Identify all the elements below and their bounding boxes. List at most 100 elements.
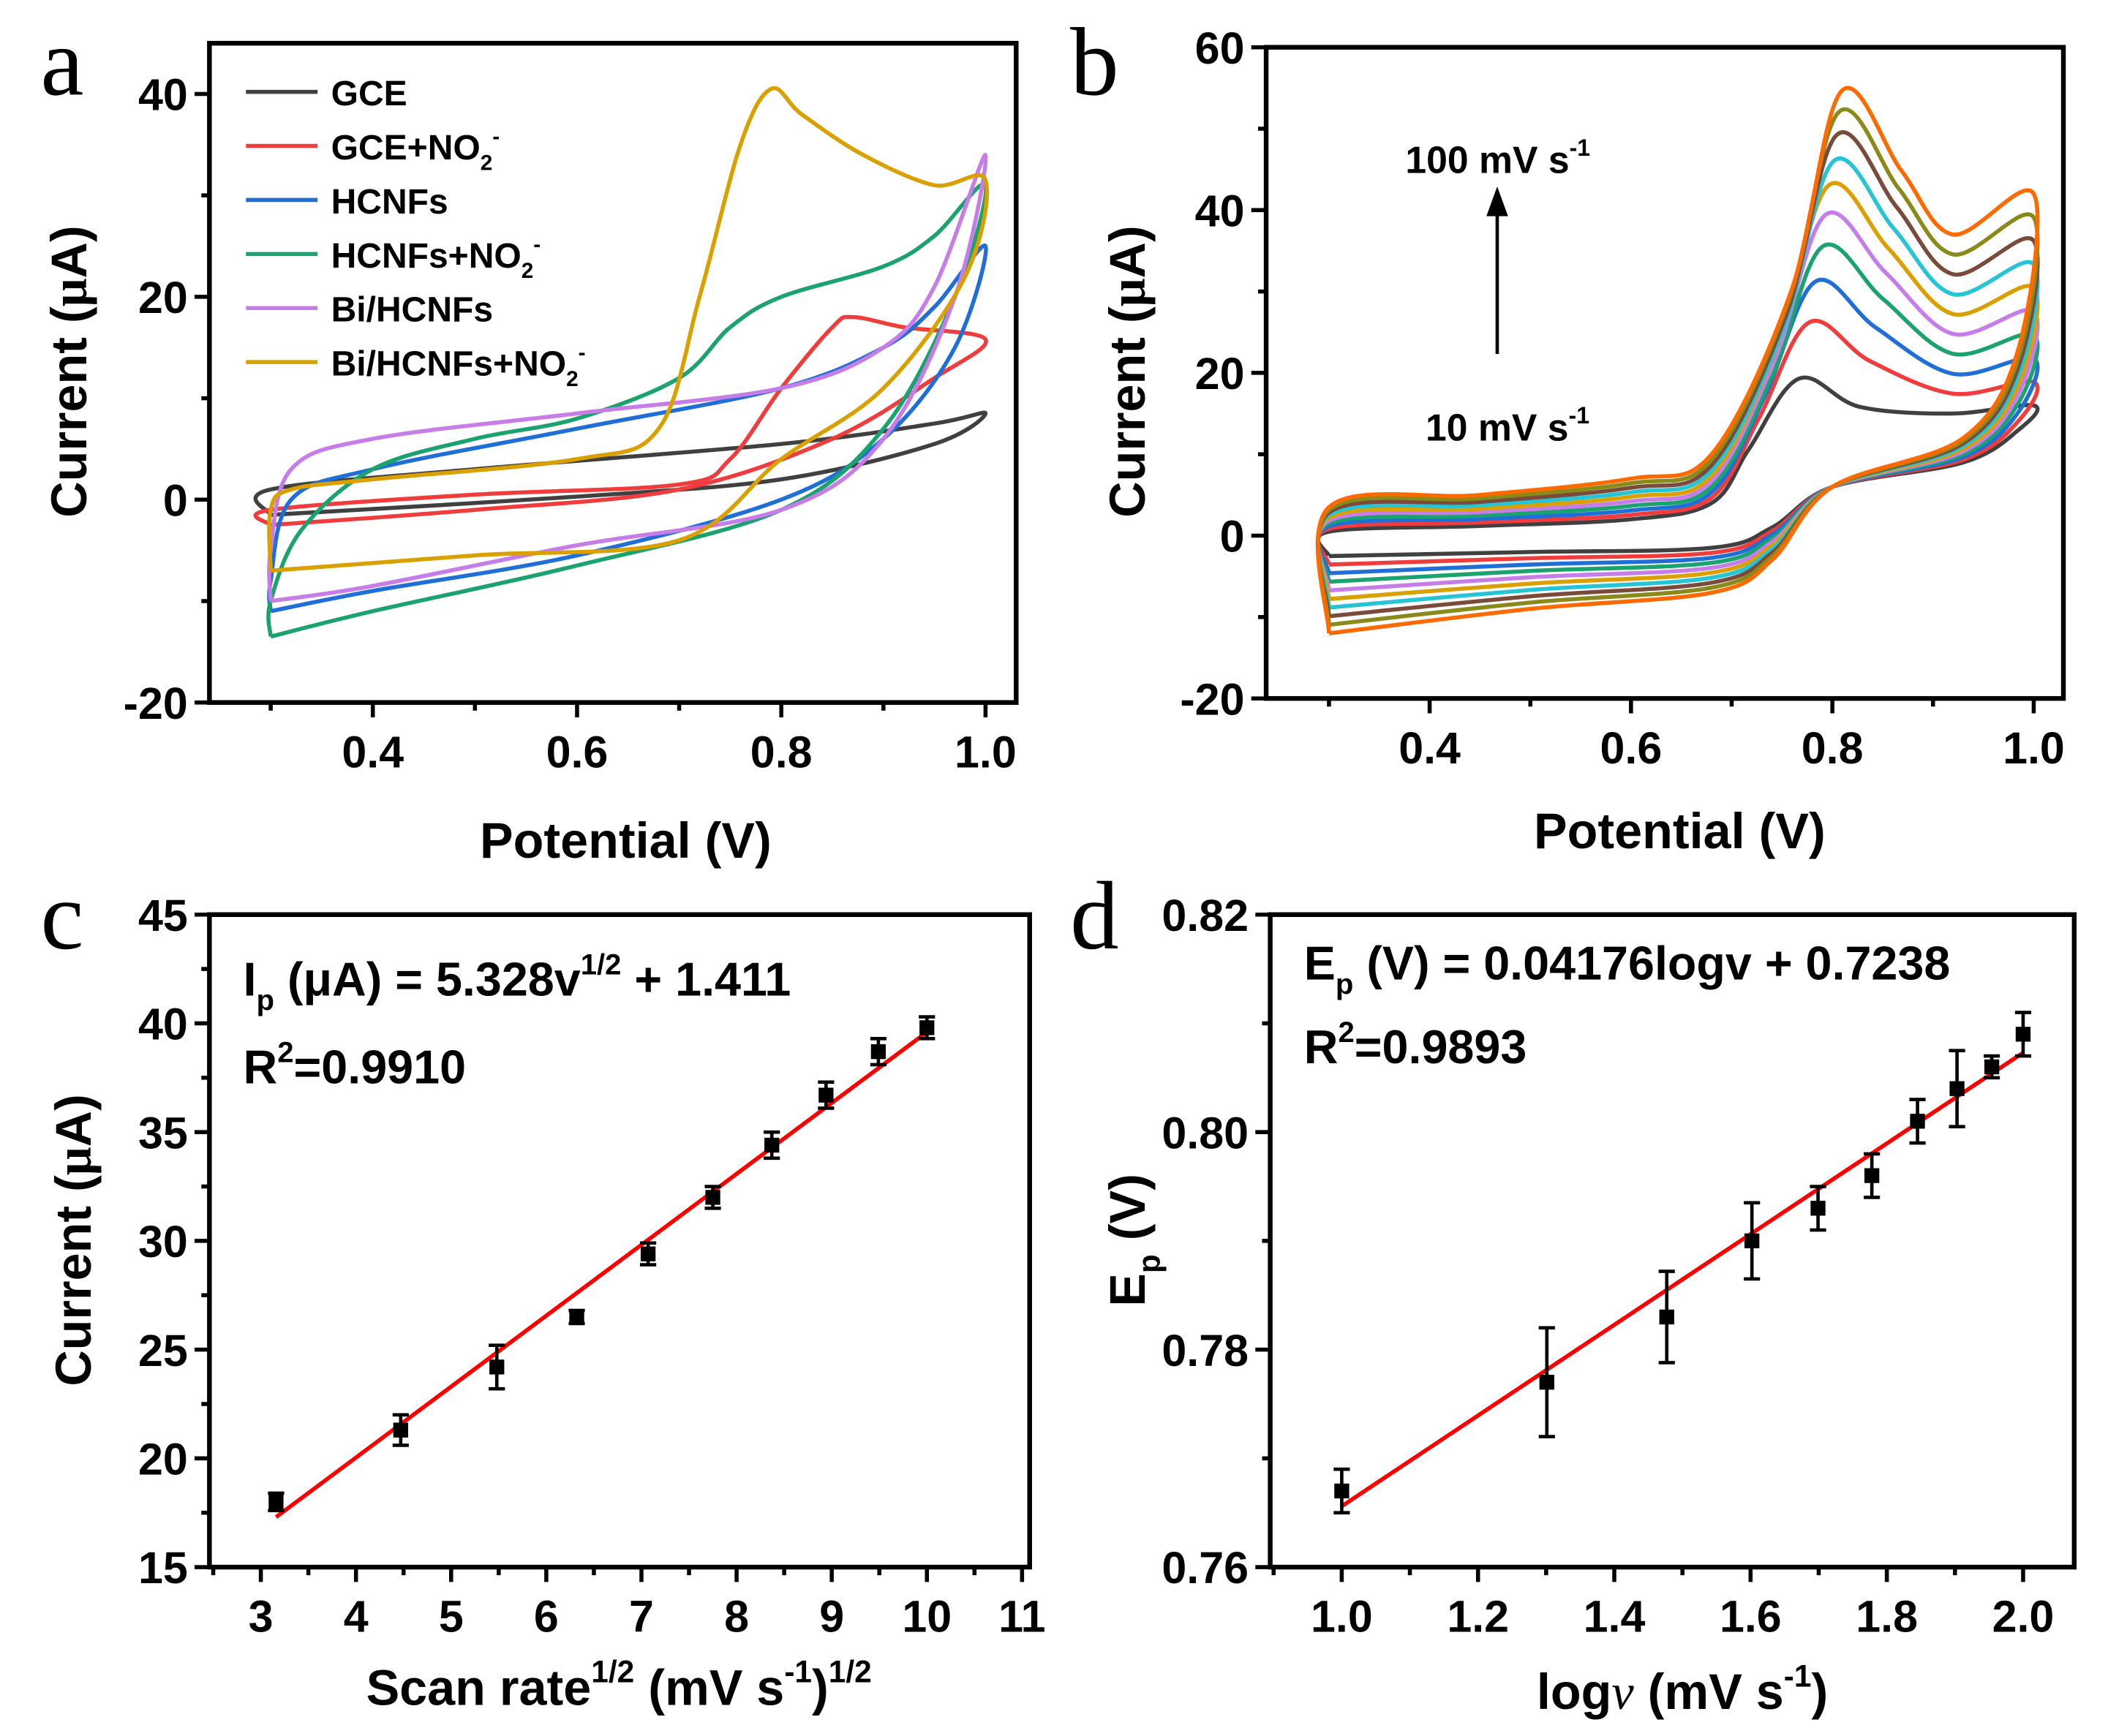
cv-curve-100 xyxy=(1315,86,2040,635)
data-marker xyxy=(1539,1375,1554,1390)
text-part: 10 mV s xyxy=(1426,406,1569,448)
cv-curve-70 xyxy=(1315,156,2040,610)
y-tick-label: 20 xyxy=(138,273,188,322)
data-point xyxy=(919,1015,936,1041)
data-marker xyxy=(705,1190,720,1205)
panel-label-d: d xyxy=(1070,861,1119,970)
y-tick-label: 0.80 xyxy=(1162,1108,1249,1158)
text-part: Potential (V) xyxy=(1534,804,1826,859)
y-tick-label: -20 xyxy=(124,679,188,728)
cv-curve xyxy=(253,314,988,527)
y-tick-label: 40 xyxy=(138,1000,188,1049)
y-axis-title: Current (μA) xyxy=(42,225,97,517)
legend-label: Bi/HCNFs+NO2- xyxy=(331,341,586,391)
cv-curve-40 xyxy=(1315,242,2040,584)
cv-curve-80 xyxy=(1315,130,2040,619)
text-part: - xyxy=(533,233,541,257)
text-part: A) xyxy=(1100,225,1156,278)
text-part: Bi/HCNFs+NO xyxy=(331,345,566,384)
y-axis-title: Current (μA) xyxy=(1100,225,1156,517)
plot-frame xyxy=(1263,45,2066,701)
x-tick-label: 0.4 xyxy=(342,727,404,777)
x-tick-label: 2.0 xyxy=(1992,1592,2055,1642)
data-marker xyxy=(1864,1168,1880,1183)
text-part: -1 xyxy=(1569,402,1590,429)
y-axis-title: Current (μA) xyxy=(46,1094,102,1386)
data-point xyxy=(1984,1054,2000,1080)
y-tick-label: 0 xyxy=(163,475,188,525)
text-part: - xyxy=(579,341,586,365)
text-part: GCE xyxy=(331,75,407,113)
y-tick-label: 45 xyxy=(138,891,188,940)
x-tick-label: 1.2 xyxy=(1447,1592,1509,1642)
data-point xyxy=(1810,1185,1826,1232)
data-point xyxy=(1538,1326,1555,1438)
x-tick-label: 1.6 xyxy=(1720,1592,1782,1642)
fit-equation: Ep (V) = 0.04176logv + 0.7238 xyxy=(1304,936,1951,1000)
text-part: Current ( xyxy=(46,1175,102,1386)
data-point xyxy=(1909,1098,1926,1145)
x-tick-label: 6 xyxy=(534,1592,559,1642)
text-part: 1/2 xyxy=(591,1655,634,1689)
plot-area xyxy=(1333,1011,2032,1514)
legend-label: HCNFs+NO2- xyxy=(331,233,541,283)
annotation-10mvs: 10 mV s-1 xyxy=(1426,402,1589,448)
text-part: I xyxy=(244,953,257,1006)
text-part: E xyxy=(1304,936,1336,989)
text-part: μ xyxy=(46,1147,102,1175)
y-tick-label: 15 xyxy=(138,1543,188,1593)
data-marker xyxy=(268,1494,284,1509)
x-tick-label: 0.4 xyxy=(1399,723,1461,773)
text-part: (V) = 0.04176logv + 0.7238 xyxy=(1353,936,1950,989)
y-tick-label: 0.82 xyxy=(1162,891,1249,940)
text-part: 2 xyxy=(277,1037,293,1069)
cv-curve xyxy=(267,86,990,573)
legend-label: GCE xyxy=(331,75,407,113)
y-tick-label: 0 xyxy=(1220,512,1245,562)
y-tick-label: 0.76 xyxy=(1162,1543,1249,1593)
x-tick-label: 11 xyxy=(998,1592,1045,1642)
panel-d: 1.0 1.2 1.4 1.6 1.8 2.0 0.76 0.78 0.80 0.82 logν (… xyxy=(1100,891,2077,1720)
data-marker xyxy=(764,1137,780,1153)
x-tick-label: 1.0 xyxy=(2003,723,2065,773)
plot-frame xyxy=(207,912,1032,1570)
data-point xyxy=(704,1185,721,1210)
text-part: Potential (V) xyxy=(480,813,772,869)
text-part: (V) xyxy=(1100,1174,1156,1254)
text-part: A) xyxy=(42,225,97,278)
data-marker xyxy=(1659,1309,1674,1325)
cv-curve-10 xyxy=(1315,375,2040,559)
y-tick-label: 60 xyxy=(1195,23,1245,73)
text-part: =0.9910 xyxy=(294,1041,467,1094)
cv-curve-60 xyxy=(1315,181,2040,601)
data-marker xyxy=(393,1422,408,1438)
text-part: p xyxy=(1132,1254,1166,1273)
text-part: 1/2 xyxy=(581,948,622,981)
data-point xyxy=(268,1491,285,1513)
data-marker xyxy=(1949,1081,1965,1096)
x-tick-label: 0.8 xyxy=(1802,723,1864,773)
fit-line xyxy=(274,1030,928,1519)
r-squared: R2=0.9910 xyxy=(244,1037,467,1094)
text-part: 2 xyxy=(566,367,579,391)
text-part: Current ( xyxy=(1100,306,1156,518)
data-point xyxy=(392,1413,409,1447)
x-tick-label: 1.4 xyxy=(1584,1592,1646,1642)
panel-b: 0.4 0.6 0.8 1.0 -20 0 20 40 60 Potential (V) Curre… xyxy=(1100,23,2066,859)
y-tick-label: 20 xyxy=(1195,349,1245,399)
data-marker xyxy=(919,1020,935,1035)
data-marker xyxy=(569,1309,584,1325)
text-part: HCNFs+NO xyxy=(331,237,522,276)
x-tick-label: 1.0 xyxy=(1311,1592,1373,1642)
data-marker xyxy=(1334,1483,1350,1499)
x-tick-label: 0.6 xyxy=(546,727,609,777)
text-part: p xyxy=(1336,968,1353,1000)
text-part: R xyxy=(1304,1020,1339,1073)
plot-area xyxy=(253,86,990,639)
arrow-head-icon xyxy=(1486,186,1508,216)
x-tick-label: 1.0 xyxy=(955,727,1017,777)
data-point xyxy=(764,1130,780,1161)
text-part: Bi/HCNFs xyxy=(331,291,493,330)
